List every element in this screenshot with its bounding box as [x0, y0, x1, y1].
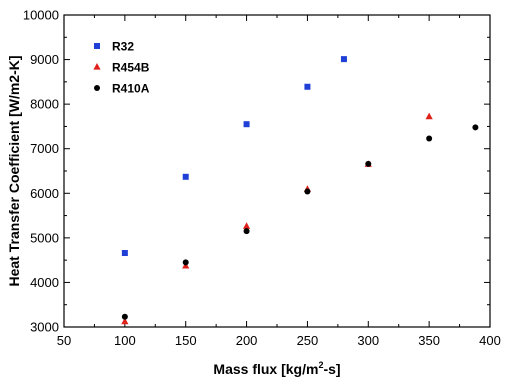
x-tick-label: 350	[418, 333, 440, 348]
data-point-r454b	[242, 222, 251, 229]
plot-frame	[63, 14, 491, 328]
data-point-r410a	[365, 160, 372, 167]
x-tick-labels: 50 100 150 200 250 300 350 400	[57, 333, 501, 348]
y-tick-label: 7000	[30, 141, 59, 156]
data-point-r410a	[121, 313, 128, 320]
legend-label-r410a: R410A	[112, 82, 150, 96]
data-point-r32	[182, 173, 189, 180]
y-tick-label: 5000	[30, 230, 59, 245]
data-point-r410a	[426, 135, 433, 142]
x-tick-label: 200	[236, 333, 258, 348]
legend: R32 R454B R410A	[93, 40, 150, 96]
data-point-r410a	[243, 228, 250, 235]
data-point-r32	[340, 56, 347, 63]
y-axis-title: Heat Transfer Coefficient [W/m2-K]	[6, 55, 22, 286]
x-axis-title: Mass flux [kg/m2-s]	[213, 360, 340, 377]
data-point-r454b	[121, 317, 129, 325]
x-tick-label: 250	[297, 333, 319, 348]
legend-label-r454b: R454B	[112, 61, 150, 75]
y-tick-label: 4000	[30, 275, 59, 290]
legend-marker-r32	[94, 43, 100, 49]
data-point-r32	[121, 250, 128, 257]
x-tick-label: 100	[114, 333, 136, 348]
x-tick-label: 150	[175, 333, 197, 348]
legend-label-r32: R32	[112, 40, 134, 54]
data-point-r32	[304, 83, 311, 90]
y-tick-label: 10000	[23, 8, 59, 23]
data-point-r410a	[304, 188, 311, 195]
legend-marker-r454b	[93, 63, 101, 70]
data-point-r32	[243, 121, 250, 128]
data-point-r410a	[472, 124, 479, 131]
data-point-r410a	[182, 259, 189, 266]
data-points	[121, 56, 479, 325]
y-tick-label: 6000	[30, 186, 59, 201]
x-tick-label: 400	[479, 333, 501, 348]
x-tick-label: 300	[357, 333, 379, 348]
x-tick-label: 50	[57, 333, 71, 348]
y-tick-label: 9000	[30, 52, 59, 67]
legend-marker-r410a	[94, 85, 100, 91]
data-point-r454b	[425, 112, 433, 120]
y-tick-label: 8000	[30, 97, 59, 112]
y-tick-label: 3000	[30, 320, 59, 335]
y-tick-labels: 3000 4000 5000 6000 7000 8000 9000 10000	[23, 8, 59, 335]
